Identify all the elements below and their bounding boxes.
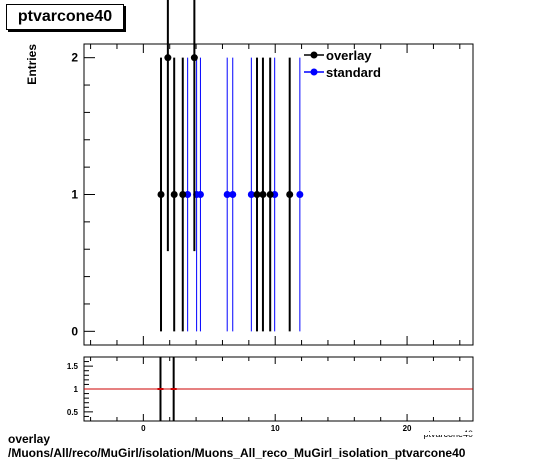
overlay-point: [286, 191, 294, 198]
overlay-point: [170, 191, 178, 198]
overlay-point: [157, 191, 165, 198]
legend-label-overlay: overlay: [326, 48, 372, 63]
footer-caption: overlay /Muons/All/reco/MuGirl/isolation…: [8, 432, 465, 460]
overlay-point: [253, 191, 261, 198]
y-tick-label: 1: [71, 188, 78, 202]
y-tick-label: 2: [71, 51, 78, 65]
overlay-point: [164, 54, 172, 62]
standard-point: [184, 191, 192, 198]
legend-marker-overlay: [310, 51, 318, 59]
overlay-point: [190, 54, 198, 62]
ratio-x-tick-label: 0: [141, 424, 146, 433]
footer-line-2: /Muons/All/reco/MuGirl/isolation/Muons_A…: [8, 446, 466, 460]
overlay-point: [259, 191, 267, 198]
standard-point: [296, 191, 304, 198]
legend-marker-standard: [310, 68, 318, 76]
ratio-y-tick-label: 1.5: [67, 362, 79, 371]
ratio-x-tick-label: 20: [403, 424, 412, 433]
standard-point: [196, 191, 204, 198]
overlay-point: [266, 191, 274, 198]
plot-frame: [83, 43, 474, 346]
y-tick-label: 0: [71, 324, 78, 338]
standard-point: [223, 191, 231, 198]
footer-line-1: overlay: [8, 432, 51, 446]
ratio-y-tick-label: 1: [74, 385, 79, 394]
standard-point: [247, 191, 255, 198]
histogram-title: ptvarcone40: [6, 4, 124, 30]
x-axis-label-mask: [380, 432, 480, 435]
overlay-point: [179, 191, 187, 198]
legend-label-standard: standard: [326, 65, 381, 80]
ratio-y-tick-label: 0.5: [67, 408, 79, 417]
ratio-x-tick-label: 10: [271, 424, 280, 433]
standard-point: [229, 191, 237, 198]
y-axis-label: Entries: [25, 44, 39, 85]
